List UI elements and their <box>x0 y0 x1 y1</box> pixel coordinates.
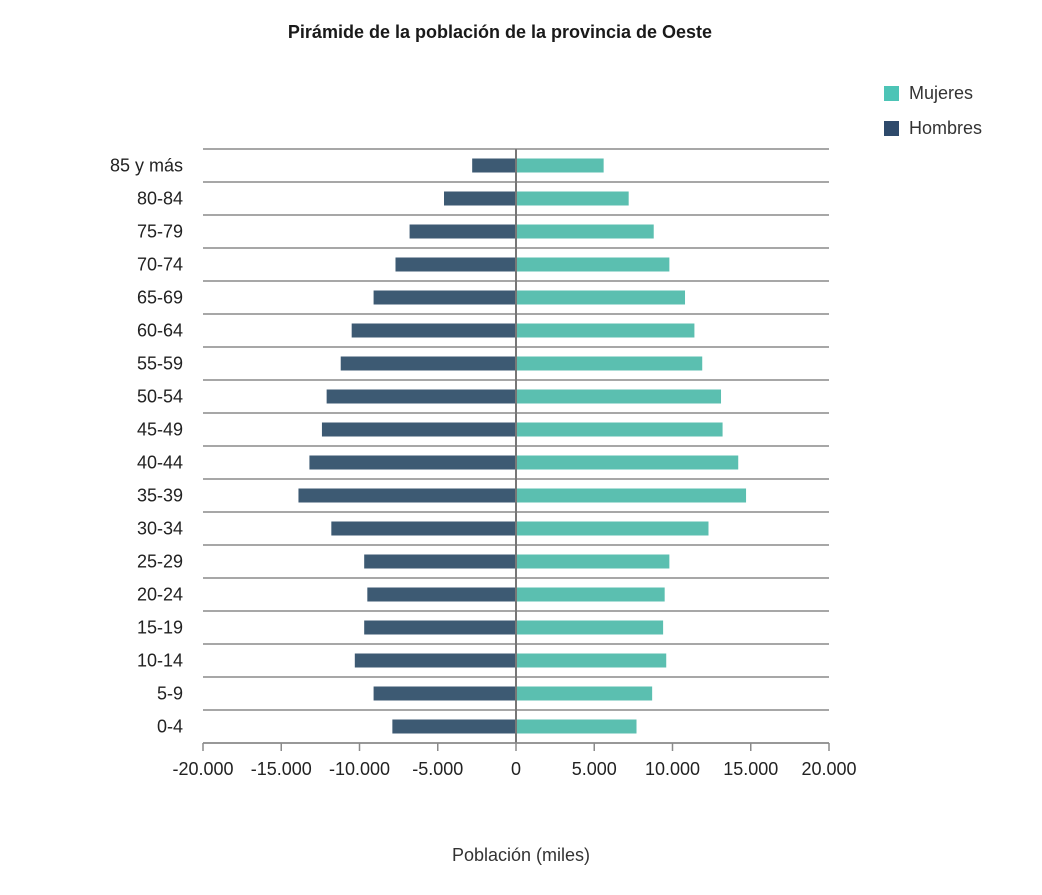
y-tick-label: 35-39 <box>137 486 183 506</box>
x-tick-label: 20.000 <box>801 759 856 779</box>
bar-hombres <box>409 224 516 239</box>
bar-hombres <box>298 488 516 503</box>
y-tick-label: 40-44 <box>137 453 183 473</box>
y-tick-label: 15-19 <box>137 618 183 638</box>
y-tick-label: 80-84 <box>137 189 183 209</box>
bar-hombres <box>364 620 516 635</box>
x-tick-label: -15.000 <box>251 759 312 779</box>
bar-hombres <box>472 158 516 173</box>
y-tick-label: 10-14 <box>137 651 183 671</box>
bar-mujeres <box>516 389 722 404</box>
legend-swatch-mujeres <box>884 86 899 101</box>
x-tick-label: 10.000 <box>645 759 700 779</box>
bar-hombres <box>340 356 516 371</box>
bar-mujeres <box>516 257 670 272</box>
x-axis-label: Población (miles) <box>451 845 591 865</box>
bar-mujeres <box>516 224 654 239</box>
x-tick-label: -10.000 <box>329 759 390 779</box>
bar-hombres <box>354 653 516 668</box>
bar-hombres <box>309 455 516 470</box>
y-tick-label: 45-49 <box>137 420 183 440</box>
y-tick-label: 65-69 <box>137 288 183 308</box>
y-tick-label: 25-29 <box>137 552 183 572</box>
bar-mujeres <box>516 521 709 536</box>
bar-hombres <box>373 290 516 305</box>
bar-mujeres <box>516 323 695 338</box>
legend-label-hombres: Hombres <box>909 118 983 138</box>
bar-hombres <box>444 191 516 206</box>
bar-hombres <box>331 521 516 536</box>
legend-item-hombres: Hombres <box>884 111 982 146</box>
bar-mujeres <box>516 686 653 701</box>
y-tick-label: 0-4 <box>157 717 183 737</box>
y-tick-label: 85 y más <box>110 156 183 176</box>
y-tick-label: 60-64 <box>137 321 183 341</box>
bar-mujeres <box>516 554 670 569</box>
bar-mujeres <box>516 488 747 503</box>
x-tick-label: 15.000 <box>723 759 778 779</box>
y-tick-label: 50-54 <box>137 387 183 407</box>
bar-mujeres <box>516 290 686 305</box>
y-tick-label: 20-24 <box>137 585 183 605</box>
bar-hombres <box>392 719 516 734</box>
x-tick-label: 0 <box>511 759 521 779</box>
bar-hombres <box>351 323 516 338</box>
bar-hombres <box>373 686 516 701</box>
chart-title: Pirámide de la población de la provincia… <box>287 22 713 42</box>
bar-mujeres <box>516 653 667 668</box>
x-tick-label: 5.000 <box>572 759 617 779</box>
legend-item-mujeres: Mujeres <box>884 76 982 111</box>
bar-hombres <box>364 554 516 569</box>
legend-label-mujeres: Mujeres <box>909 83 974 103</box>
bar-mujeres <box>516 587 665 602</box>
y-tick-label: 55-59 <box>137 354 183 374</box>
y-tick-label: 70-74 <box>137 255 183 275</box>
bar-mujeres <box>516 719 637 734</box>
bar-mujeres <box>516 422 723 437</box>
y-tick-label: 5-9 <box>157 684 183 704</box>
bar-mujeres <box>516 620 664 635</box>
y-tick-label: 30-34 <box>137 519 183 539</box>
bar-mujeres <box>516 356 703 371</box>
bar-mujeres <box>516 158 604 173</box>
bar-hombres <box>321 422 516 437</box>
x-tick-label: -20.000 <box>172 759 233 779</box>
bar-hombres <box>326 389 516 404</box>
y-tick-label: 75-79 <box>137 222 183 242</box>
legend-swatch-hombres <box>884 121 899 136</box>
bar-mujeres <box>516 455 739 470</box>
x-tick-label: -5.000 <box>412 759 463 779</box>
bar-hombres <box>367 587 516 602</box>
bar-hombres <box>395 257 516 272</box>
legend: Mujeres Hombres <box>884 76 982 146</box>
bar-mujeres <box>516 191 629 206</box>
